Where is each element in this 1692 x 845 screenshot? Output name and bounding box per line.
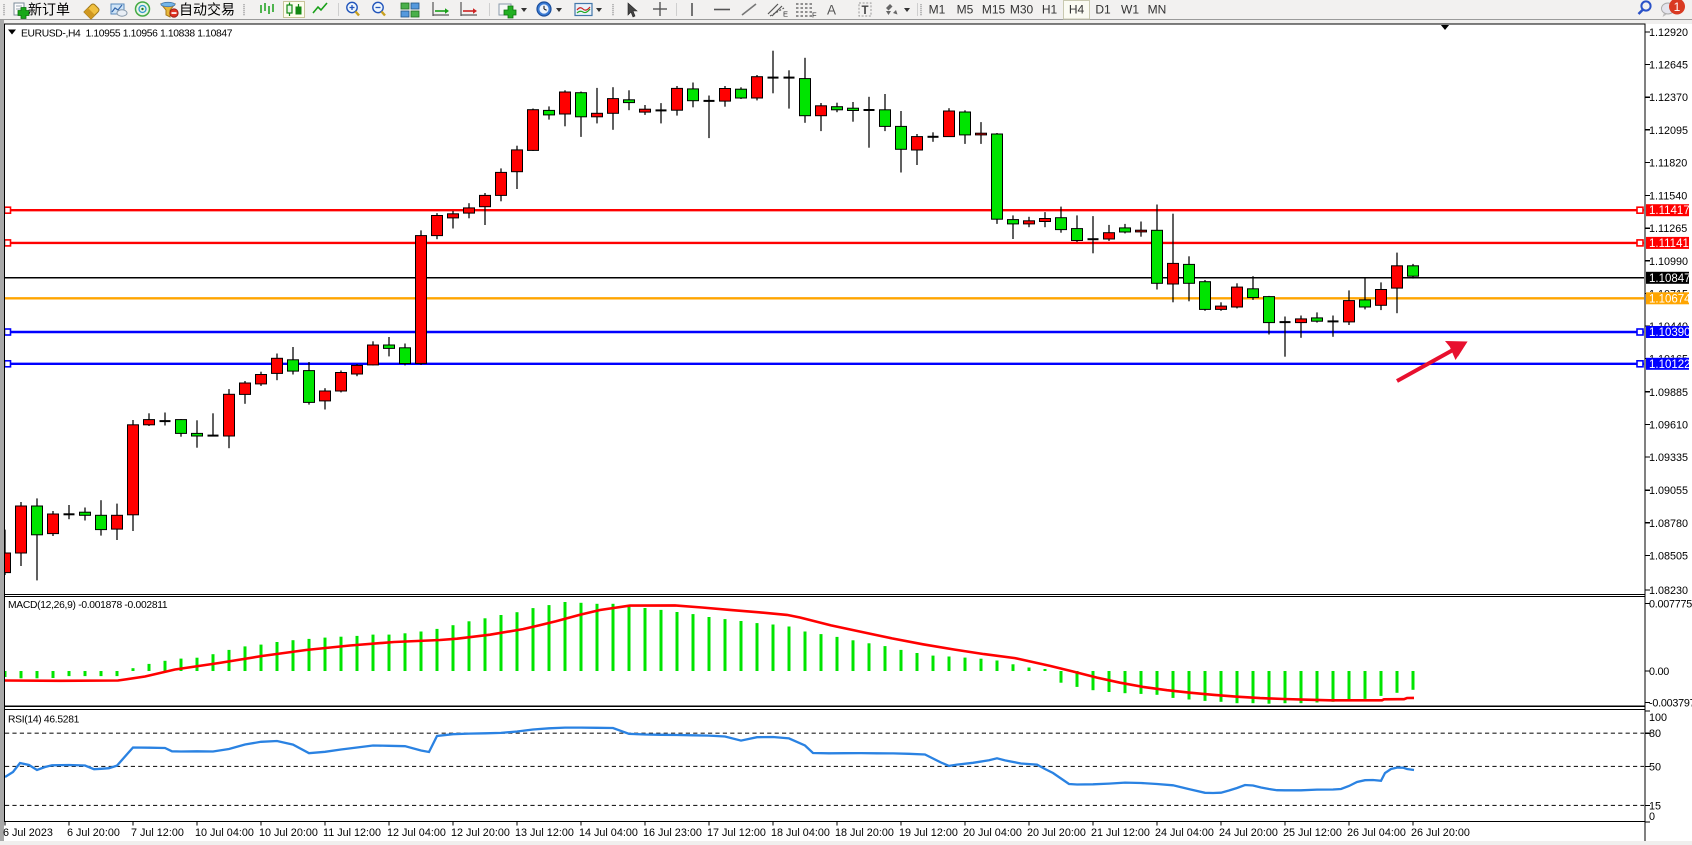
svg-text:50: 50: [1649, 761, 1661, 773]
svg-text:H1: H1: [1042, 3, 1058, 17]
svg-text:M1: M1: [929, 3, 946, 17]
svg-text:1.10390: 1.10390: [1649, 327, 1691, 339]
svg-text:11 Jul 12:00: 11 Jul 12:00: [323, 827, 381, 839]
svg-text:M30: M30: [1010, 3, 1034, 17]
svg-text:17 Jul 12:00: 17 Jul 12:00: [707, 827, 766, 839]
svg-text:12 Jul 20:00: 12 Jul 20:00: [451, 827, 510, 839]
svg-text:24 Jul 04:00: 24 Jul 04:00: [1155, 827, 1214, 839]
svg-text:1.09055: 1.09055: [1649, 485, 1688, 497]
svg-text:100: 100: [1649, 712, 1667, 724]
svg-text:1.11265: 1.11265: [1649, 223, 1687, 235]
svg-text:1.10990: 1.10990: [1649, 256, 1688, 268]
svg-text:D1: D1: [1095, 3, 1111, 17]
svg-text:0: 0: [1649, 811, 1655, 823]
svg-text:1.11820: 1.11820: [1649, 157, 1687, 169]
svg-text:26 Jul 20:00: 26 Jul 20:00: [1411, 827, 1470, 839]
svg-text:E: E: [783, 10, 788, 19]
svg-text:1.08230: 1.08230: [1649, 585, 1688, 597]
svg-text:M15: M15: [982, 3, 1006, 17]
svg-text:14 Jul 04:00: 14 Jul 04:00: [579, 827, 638, 839]
svg-text:7 Jul 12:00: 7 Jul 12:00: [131, 827, 184, 839]
svg-text:13 Jul 12:00: 13 Jul 12:00: [515, 827, 574, 839]
svg-text:RSI(14) 46.5281: RSI(14) 46.5281: [8, 715, 80, 726]
svg-text:80: 80: [1649, 728, 1661, 740]
svg-text:1.10847: 1.10847: [1649, 273, 1691, 285]
svg-text:25 Jul 12:00: 25 Jul 12:00: [1283, 827, 1342, 839]
svg-text:1: 1: [1674, 0, 1681, 14]
svg-text:1.11141: 1.11141: [1649, 238, 1689, 250]
svg-text:20 Jul 04:00: 20 Jul 04:00: [963, 827, 1022, 839]
svg-text:MN: MN: [1148, 3, 1167, 17]
svg-text:-0.003797: -0.003797: [1649, 698, 1692, 710]
svg-text:18 Jul 04:00: 18 Jul 04:00: [771, 827, 830, 839]
svg-text:19 Jul 12:00: 19 Jul 12:00: [899, 827, 958, 839]
svg-text:20 Jul 20:00: 20 Jul 20:00: [1027, 827, 1086, 839]
svg-text:H4: H4: [1069, 3, 1085, 17]
svg-text:0.007775: 0.007775: [1649, 598, 1692, 610]
svg-text:21 Jul 12:00: 21 Jul 12:00: [1091, 827, 1150, 839]
svg-text:16 Jul 23:00: 16 Jul 23:00: [643, 827, 702, 839]
svg-text:18 Jul 20:00: 18 Jul 20:00: [835, 827, 894, 839]
svg-text:1.09885: 1.09885: [1649, 387, 1688, 399]
svg-text:6 Jul 20:00: 6 Jul 20:00: [67, 827, 120, 839]
svg-text:1.12095: 1.12095: [1649, 125, 1688, 137]
svg-text:1.08780: 1.08780: [1649, 518, 1688, 530]
svg-text:1.12645: 1.12645: [1649, 60, 1688, 72]
svg-text:F: F: [812, 11, 817, 20]
svg-text:6 Jul 2023: 6 Jul 2023: [3, 827, 53, 839]
svg-text:12 Jul 04:00: 12 Jul 04:00: [387, 827, 446, 839]
svg-text:W1: W1: [1121, 3, 1139, 17]
svg-text:MACD(12,26,9) -0.001878 -0.002: MACD(12,26,9) -0.001878 -0.002811: [8, 600, 168, 611]
svg-text:1.09335: 1.09335: [1649, 452, 1688, 464]
svg-text:1.08505: 1.08505: [1649, 550, 1688, 562]
svg-text:1.09610: 1.09610: [1649, 419, 1688, 431]
svg-text:1.11540: 1.11540: [1649, 191, 1687, 203]
svg-text:1.10122: 1.10122: [1649, 359, 1691, 371]
svg-text:新订单: 新订单: [28, 2, 70, 18]
svg-text:1.12920: 1.12920: [1649, 27, 1688, 39]
svg-text:A: A: [827, 3, 836, 18]
svg-text:T: T: [862, 5, 869, 17]
svg-text:10 Jul 04:00: 10 Jul 04:00: [195, 827, 254, 839]
svg-text:1.12370: 1.12370: [1649, 92, 1688, 104]
svg-text:15: 15: [1649, 800, 1661, 812]
svg-text:10 Jul 20:00: 10 Jul 20:00: [259, 827, 318, 839]
svg-text:1.11417: 1.11417: [1649, 205, 1690, 217]
svg-text:1.10674: 1.10674: [1649, 293, 1691, 305]
svg-text:EURUSD-,H4 1.10955 1.10956 1.: EURUSD-,H4 1.10955 1.10956 1.10838 1.108…: [21, 29, 233, 40]
svg-text:26 Jul 04:00: 26 Jul 04:00: [1347, 827, 1406, 839]
svg-text:M5: M5: [957, 3, 974, 17]
svg-text:24 Jul 20:00: 24 Jul 20:00: [1219, 827, 1278, 839]
svg-text:自动交易: 自动交易: [179, 2, 235, 18]
svg-text:0.00: 0.00: [1649, 666, 1669, 678]
